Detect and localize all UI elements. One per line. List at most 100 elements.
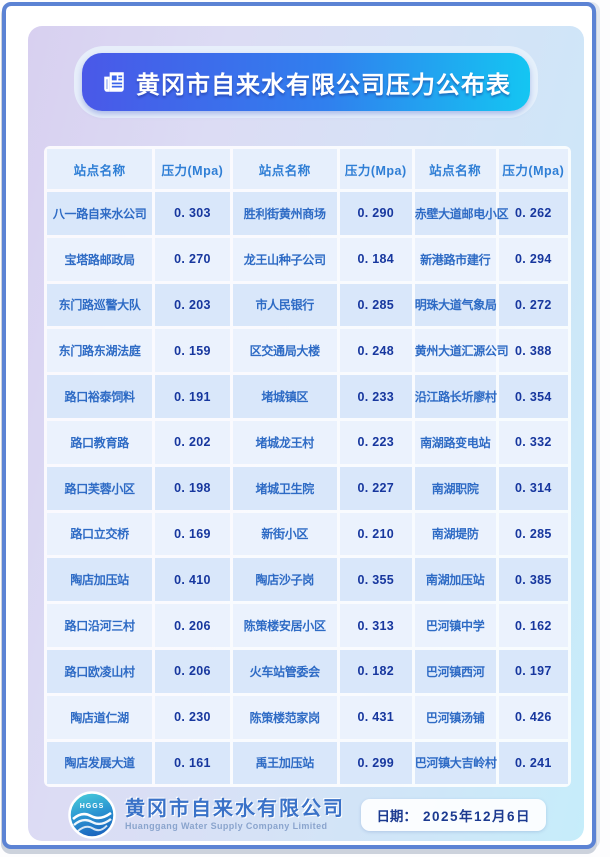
pressure-value-cell: 0. 182 (339, 649, 412, 693)
pressure-value-cell: 0. 314 (498, 466, 568, 510)
page-title: 黄冈市自来水有限公司压力公布表 (136, 71, 511, 99)
station-name-cell: 堵城龙王村 (232, 420, 337, 464)
pressure-value-cell: 0. 169 (155, 512, 230, 556)
station-name-cell: 路口沿河三村 (47, 604, 153, 647)
pressure-value-cell: 0. 388 (498, 329, 568, 373)
table-row: 路口沿河三村 0. 206 陈策楼安居小区 0. 313 巴河镇中学 0. 162 (47, 604, 568, 647)
station-name-cell: 区交通局大楼 (232, 329, 337, 373)
logo-text: HGGS (80, 803, 105, 810)
pressure-value-cell: 0. 262 (498, 192, 568, 235)
station-name-cell: 路口芙蓉小区 (47, 466, 153, 510)
station-name-cell: 堵城镇区 (232, 375, 337, 418)
station-name-cell: 陶店沙子岗 (232, 558, 337, 602)
station-name-cell: 巴河镇西河 (414, 649, 496, 693)
pressure-value-cell: 0. 210 (339, 512, 412, 556)
station-name-cell: 巴河镇大吉岭村 (414, 741, 497, 785)
station-name-cell: 南湖路变电站 (414, 420, 496, 464)
pressure-value-cell: 0. 431 (339, 695, 412, 739)
table-row: 宝塔路邮政局 0. 270 龙王山种子公司 0. 184 新港路市建行 0. 294 (47, 237, 568, 281)
pressure-value-cell: 0. 197 (498, 649, 568, 693)
station-name-cell: 陶店道仁湖 (47, 695, 153, 739)
title-banner-halo: 黄冈市自来水有限公司压力公布表 (74, 46, 538, 118)
table-row: 八一路自来水公司 0. 303 胜利街黄州商场 0. 290 赤壁大道邮电小区 0. 26… (47, 192, 568, 235)
table-row: 陶店发展大道 0. 161 禹王加压站 0. 299 巴河镇大吉岭村 0. 241 (47, 741, 568, 785)
column-header-pressure: 压力(Mpa) (155, 149, 230, 189)
date-label: 日期： (376, 809, 417, 824)
station-name-cell: 新港路市建行 (414, 237, 496, 281)
station-name-cell: 巴河镇中学 (414, 604, 496, 647)
pressure-value-cell: 0. 426 (498, 695, 568, 739)
station-name-cell: 南湖加压站 (414, 558, 496, 602)
station-name-cell: 南湖职院 (414, 466, 496, 510)
table-row: 路口裕泰饲料 0. 191 堵城镇区 0. 233 沿江路长圻廖村 0. 354 (47, 375, 568, 418)
pressure-value-cell: 0. 203 (155, 283, 230, 327)
pressure-value-cell: 0. 294 (498, 237, 568, 281)
pressure-value-cell: 0. 184 (339, 237, 412, 281)
column-header-pressure: 压力(Mpa) (339, 149, 412, 189)
station-name-cell: 八一路自来水公司 (47, 192, 153, 235)
station-name-cell: 明珠大道气象局 (414, 283, 497, 327)
pressure-value-cell: 0. 159 (155, 329, 230, 373)
pressure-value-cell: 0. 303 (155, 192, 230, 235)
pressure-value-cell: 0. 313 (339, 604, 412, 647)
pressure-table-body: 八一路自来水公司 0. 303 胜利街黄州商场 0. 290 赤壁大道邮电小区 0. 26… (47, 192, 568, 785)
pressure-table-container: 站点名称 压力(Mpa) 站点名称 压力(Mpa) 站点名称 压力(Mpa) 八一路自来水… (44, 146, 571, 788)
column-header-pressure: 压力(Mpa) (498, 149, 568, 189)
title-banner: 黄冈市自来水有限公司压力公布表 (82, 53, 530, 111)
outer-frame: 黄冈市自来水有限公司压力公布表 站点名称 压力(Mpa) 站点名称 压力(Mpa) 站点… (2, 2, 596, 849)
pressure-value-cell: 0. 385 (498, 558, 568, 602)
pressure-table: 站点名称 压力(Mpa) 站点名称 压力(Mpa) 站点名称 压力(Mpa) 八一路自来水… (44, 146, 571, 788)
pressure-value-cell: 0. 223 (339, 420, 412, 464)
pressure-value-cell: 0. 332 (498, 420, 568, 464)
station-name-cell: 陶店加压站 (47, 558, 153, 602)
pressure-value-cell: 0. 202 (155, 420, 230, 464)
station-name-cell: 宝塔路邮政局 (47, 237, 153, 281)
station-name-cell: 路口裕泰饲料 (47, 375, 153, 418)
station-name-cell: 市人民银行 (232, 283, 337, 327)
date-value: 2025年12月6日 (422, 809, 531, 824)
station-name-cell: 南湖堤防 (414, 512, 496, 556)
pressure-value-cell: 0. 241 (498, 741, 568, 785)
pressure-value-cell: 0. 198 (155, 466, 230, 510)
column-header-station: 站点名称 (47, 149, 153, 189)
column-header-station: 站点名称 (414, 149, 496, 189)
pressure-value-cell: 0. 191 (155, 375, 230, 418)
newspaper-icon (101, 69, 127, 95)
pressure-value-cell: 0. 270 (155, 237, 230, 281)
pressure-value-cell: 0. 290 (339, 192, 412, 235)
station-name-cell: 陈策楼范家岗 (232, 695, 337, 739)
pressure-value-cell: 0. 233 (339, 375, 412, 418)
station-name-cell: 陶店发展大道 (47, 741, 153, 785)
table-row: 陶店加压站 0. 410 陶店沙子岗 0. 355 南湖加压站 0. 385 (47, 558, 568, 602)
table-row: 路口芙蓉小区 0. 198 堵城卫生院 0. 227 南湖职院 0. 314 (47, 466, 568, 510)
table-row: 路口立交桥 0. 169 新街小区 0. 210 南湖堤防 0. 285 (47, 512, 568, 556)
station-name-cell: 路口教育路 (47, 420, 153, 464)
station-name-cell: 胜利街黄州商场 (232, 192, 337, 235)
station-name-cell: 禹王加压站 (232, 741, 337, 785)
table-row: 东门路东湖法庭 0. 159 区交通局大楼 0. 248 黄州大道汇源公司 0. 388 (47, 329, 568, 373)
pressure-value-cell: 0. 354 (498, 375, 568, 418)
pressure-value-cell: 0. 285 (498, 512, 568, 556)
date-badge: 日期： 2025年12月6日 (361, 799, 546, 831)
pressure-value-cell: 0. 248 (339, 329, 412, 373)
pressure-table-head-row: 站点名称 压力(Mpa) 站点名称 压力(Mpa) 站点名称 压力(Mpa) (47, 149, 568, 189)
pressure-value-cell: 0. 355 (339, 558, 412, 602)
station-name-cell: 沿江路长圻廖村 (414, 375, 497, 418)
poster-card: 黄冈市自来水有限公司压力公布表 站点名称 压力(Mpa) 站点名称 压力(Mpa) 站点… (28, 26, 584, 841)
company-name-block: 黄冈市自来水有限公司 Huanggang Water Supply Compan… (125, 798, 345, 832)
station-name-cell: 东门路巡警大队 (47, 283, 153, 327)
pressure-value-cell: 0. 299 (339, 741, 412, 785)
table-row: 东门路巡警大队 0. 203 市人民银行 0. 285 明珠大道气象局 0. 272 (47, 283, 568, 327)
station-name-cell: 龙王山种子公司 (232, 237, 337, 281)
station-name-cell: 新街小区 (232, 512, 337, 556)
pressure-value-cell: 0. 161 (155, 741, 230, 785)
pressure-value-cell: 0. 227 (339, 466, 412, 510)
station-name-cell: 火车站管委会 (232, 649, 337, 693)
table-row: 路口欧凌山村 0. 206 火车站管委会 0. 182 巴河镇西河 0. 197 (47, 649, 568, 693)
station-name-cell: 巴河镇汤铺 (414, 695, 496, 739)
water-waves-logo: HGGS (68, 791, 116, 839)
column-header-station: 站点名称 (232, 149, 337, 189)
pressure-value-cell: 0. 206 (155, 649, 230, 693)
footer: HGGS 黄冈市自来水有限公司 Huanggang Water Supply C… (44, 789, 568, 841)
